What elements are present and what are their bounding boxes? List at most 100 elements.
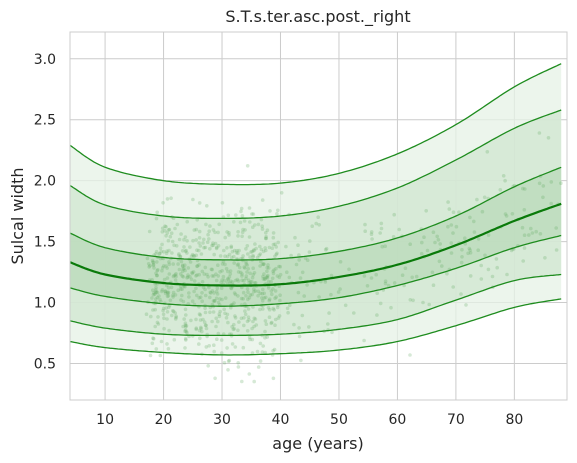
scatter-point xyxy=(223,262,227,267)
scatter-point xyxy=(258,252,263,256)
scatter-point xyxy=(169,231,174,235)
scatter-point xyxy=(247,318,251,322)
scatter-point xyxy=(166,290,171,295)
scatter-point xyxy=(173,226,177,231)
scatter-point xyxy=(197,241,201,245)
scatter-point xyxy=(185,275,189,280)
scatter-point xyxy=(247,295,252,300)
scatter-point xyxy=(226,269,230,274)
scatter-point xyxy=(161,264,166,268)
scatter-point xyxy=(272,308,276,312)
scatter-point xyxy=(210,243,214,248)
scatter-point xyxy=(160,268,164,273)
scatter-point xyxy=(159,299,163,304)
scatter-point xyxy=(184,324,189,328)
scatter-point xyxy=(299,358,303,363)
scatter-point xyxy=(236,328,240,333)
scatter-point xyxy=(149,314,153,319)
scatter-point xyxy=(202,272,207,276)
scatter-point xyxy=(164,251,169,256)
scatter-point xyxy=(165,249,169,253)
scatter-point xyxy=(383,279,388,284)
scatter-point xyxy=(246,290,250,295)
scatter-point xyxy=(184,338,188,342)
scatter-point xyxy=(205,240,210,244)
scatter-point xyxy=(243,312,248,317)
scatter-point xyxy=(541,195,545,200)
scatter-point xyxy=(195,218,199,222)
scatter-point xyxy=(457,210,461,214)
scatter-point xyxy=(178,254,183,259)
scatter-point xyxy=(198,295,203,300)
scatter-point xyxy=(181,275,185,279)
scatter-point xyxy=(167,262,172,267)
scatter-point xyxy=(284,244,288,249)
scatter-point xyxy=(274,266,278,271)
scatter-point xyxy=(451,210,456,214)
scatter-point xyxy=(305,283,309,287)
scatter-point xyxy=(243,309,247,313)
x-tick-label-20: 20 xyxy=(155,412,173,428)
scatter-point xyxy=(244,247,248,251)
scatter-point xyxy=(263,335,267,340)
scatter-point xyxy=(250,212,254,216)
scatter-point xyxy=(232,261,236,265)
scatter-point xyxy=(245,319,250,324)
scatter-point xyxy=(255,349,260,354)
scatter-point xyxy=(183,321,188,326)
scatter-point xyxy=(267,307,272,312)
scatter-point xyxy=(248,280,253,284)
scatter-point xyxy=(182,237,186,242)
scatter-point xyxy=(427,302,432,307)
scatter-point xyxy=(369,276,374,280)
scatter-point xyxy=(245,270,249,274)
scatter-point xyxy=(157,294,161,298)
scatter-point xyxy=(262,291,267,296)
scatter-point xyxy=(330,330,334,335)
scatter-point xyxy=(403,266,408,271)
scatter-point xyxy=(182,317,186,321)
scatter-point xyxy=(244,294,248,298)
scatter-point xyxy=(171,309,175,313)
scatter-point xyxy=(211,310,216,314)
scatter-point xyxy=(269,289,274,293)
scatter-point xyxy=(451,285,456,289)
scatter-point xyxy=(170,313,174,318)
scatter-point xyxy=(200,280,205,284)
scatter-point xyxy=(183,249,188,253)
scatter-point xyxy=(362,274,367,278)
scatter-point xyxy=(183,329,187,334)
scatter-point xyxy=(258,341,263,346)
scatter-point xyxy=(184,329,189,334)
scatter-point xyxy=(207,344,211,348)
scatter-point xyxy=(277,314,282,318)
scatter-point xyxy=(163,229,167,233)
scatter-point xyxy=(156,322,161,326)
scatter-point xyxy=(262,296,267,300)
scatter-point xyxy=(165,197,170,201)
scatter-point xyxy=(212,299,217,303)
scatter-point xyxy=(414,274,419,279)
scatter-point xyxy=(165,290,170,295)
scatter-point xyxy=(495,265,500,270)
y-tick-label-3: 3.0 xyxy=(34,52,56,68)
scatter-point xyxy=(248,220,252,224)
scatter-point xyxy=(145,256,150,261)
scatter-point xyxy=(194,253,198,258)
scatter-point xyxy=(242,316,246,320)
scatter-point xyxy=(166,291,170,296)
scatter-point xyxy=(166,285,171,290)
scatter-point xyxy=(243,228,247,232)
scatter-point xyxy=(365,284,370,288)
scatter-point xyxy=(522,246,527,250)
scatter-point xyxy=(271,306,276,311)
scatter-point xyxy=(173,293,178,297)
scatter-point xyxy=(224,266,229,271)
scatter-point xyxy=(162,316,166,321)
scatter-point xyxy=(203,310,208,315)
scatter-point xyxy=(216,319,220,324)
scatter-point xyxy=(222,307,226,312)
scatter-point xyxy=(226,359,231,364)
scatter-point xyxy=(154,290,158,295)
scatter-point xyxy=(270,276,275,281)
